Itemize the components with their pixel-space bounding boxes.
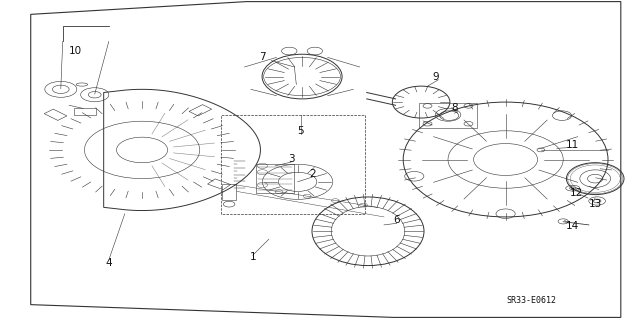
Bar bbox=[189, 105, 212, 116]
Text: 13: 13 bbox=[589, 199, 602, 209]
Bar bbox=[222, 184, 236, 200]
Text: 12: 12 bbox=[570, 188, 582, 198]
Text: 6: 6 bbox=[394, 215, 400, 225]
Bar bbox=[419, 103, 477, 128]
Text: 1: 1 bbox=[250, 252, 256, 262]
Text: 5: 5 bbox=[298, 126, 304, 136]
Text: 10: 10 bbox=[69, 46, 82, 56]
Bar bbox=[256, 164, 294, 193]
Text: 3: 3 bbox=[288, 154, 294, 165]
Bar bbox=[74, 108, 96, 115]
Text: 4: 4 bbox=[106, 258, 112, 268]
Bar bbox=[207, 179, 230, 190]
Text: 9: 9 bbox=[432, 71, 438, 82]
Text: 8: 8 bbox=[451, 103, 458, 114]
Text: 11: 11 bbox=[566, 140, 579, 150]
Text: 14: 14 bbox=[566, 221, 579, 232]
Text: SR33-E0612: SR33-E0612 bbox=[506, 296, 556, 305]
Bar bbox=[44, 109, 67, 120]
Text: 2: 2 bbox=[309, 169, 316, 179]
Text: 7: 7 bbox=[259, 52, 266, 63]
